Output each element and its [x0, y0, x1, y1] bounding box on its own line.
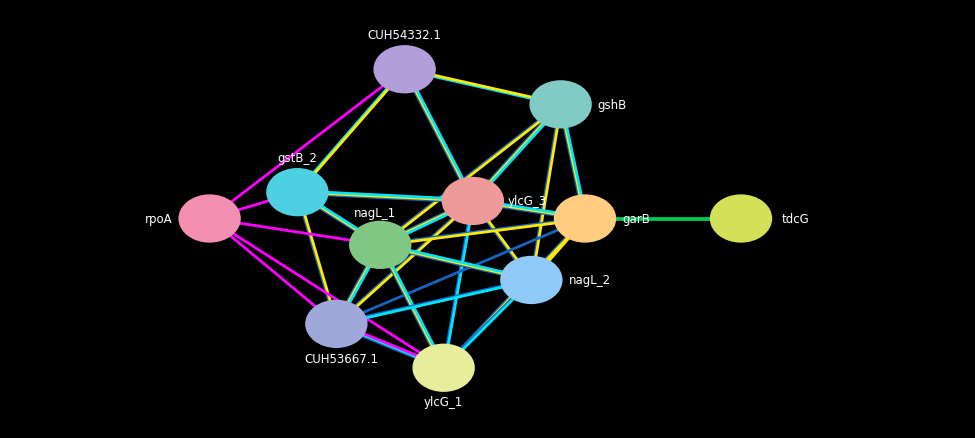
Text: gshB: gshB [598, 99, 627, 112]
Text: ylcG_3: ylcG_3 [508, 195, 547, 208]
Text: nagL_2: nagL_2 [568, 274, 610, 287]
Ellipse shape [442, 177, 504, 226]
Ellipse shape [412, 344, 475, 392]
Ellipse shape [178, 195, 241, 243]
Ellipse shape [500, 256, 563, 304]
Text: gstB_2: gstB_2 [278, 151, 317, 164]
Ellipse shape [349, 221, 411, 269]
Text: CUH54332.1: CUH54332.1 [368, 28, 442, 42]
Ellipse shape [373, 46, 436, 94]
Text: nagL_1: nagL_1 [354, 207, 397, 220]
Text: CUH53667.1: CUH53667.1 [304, 352, 378, 365]
Ellipse shape [305, 300, 368, 348]
Text: tdcG: tdcG [782, 212, 809, 226]
Text: rpoA: rpoA [145, 212, 173, 226]
Text: garB: garB [622, 212, 650, 226]
Ellipse shape [554, 195, 616, 243]
Text: ylcG_1: ylcG_1 [424, 396, 463, 409]
Ellipse shape [266, 169, 329, 217]
Ellipse shape [710, 195, 772, 243]
Ellipse shape [529, 81, 592, 129]
